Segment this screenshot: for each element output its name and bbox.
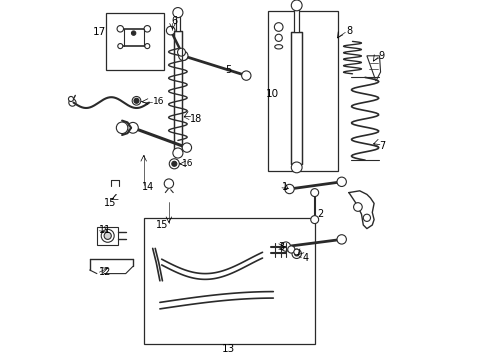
Text: 4: 4 (302, 253, 307, 263)
Circle shape (310, 216, 318, 224)
Circle shape (287, 246, 294, 253)
Circle shape (166, 26, 175, 35)
Circle shape (291, 249, 301, 258)
Circle shape (284, 184, 294, 194)
Circle shape (274, 23, 283, 31)
Circle shape (134, 98, 139, 103)
Circle shape (117, 26, 123, 32)
Text: 10: 10 (265, 89, 278, 99)
Circle shape (68, 96, 73, 102)
Bar (106, 13, 163, 70)
Circle shape (116, 122, 127, 134)
Text: 18: 18 (189, 114, 202, 124)
Circle shape (310, 189, 318, 197)
Text: 6: 6 (171, 16, 178, 26)
Text: 16: 16 (152, 97, 164, 106)
Text: 17: 17 (92, 27, 105, 37)
Circle shape (144, 26, 150, 32)
Circle shape (127, 122, 138, 133)
Circle shape (291, 0, 302, 11)
Text: 2: 2 (317, 209, 323, 219)
Text: 9: 9 (378, 51, 384, 61)
Circle shape (275, 34, 282, 41)
Circle shape (281, 242, 290, 251)
Circle shape (294, 252, 298, 256)
Circle shape (118, 44, 122, 49)
Bar (143, 218, 314, 344)
Circle shape (172, 8, 183, 18)
Text: 5: 5 (224, 65, 230, 75)
Text: 7: 7 (379, 141, 385, 151)
Text: 14: 14 (142, 182, 154, 192)
Text: 3: 3 (278, 242, 284, 252)
Text: 1: 1 (281, 182, 287, 192)
Bar (290, 32, 302, 164)
Bar (174, 31, 182, 151)
Bar (293, 9, 299, 32)
Circle shape (171, 161, 177, 166)
Bar (97, 227, 118, 245)
Text: 11: 11 (99, 225, 111, 235)
Circle shape (172, 148, 183, 158)
Circle shape (336, 177, 346, 186)
Circle shape (104, 232, 111, 239)
Polygon shape (366, 56, 380, 81)
Circle shape (131, 31, 136, 35)
Text: 15: 15 (156, 220, 168, 230)
Text: 13: 13 (221, 344, 234, 354)
Circle shape (241, 71, 250, 80)
Circle shape (293, 249, 299, 255)
Circle shape (178, 51, 187, 60)
Text: 8: 8 (346, 26, 351, 36)
Circle shape (336, 235, 346, 244)
Text: 15: 15 (104, 198, 116, 208)
Circle shape (132, 96, 141, 105)
Circle shape (353, 203, 362, 211)
Circle shape (363, 214, 370, 221)
Circle shape (101, 229, 114, 242)
Circle shape (291, 162, 302, 173)
Circle shape (164, 179, 173, 188)
Bar (176, 16, 179, 31)
Circle shape (169, 159, 179, 169)
Circle shape (69, 99, 76, 106)
Ellipse shape (274, 45, 282, 49)
Circle shape (182, 143, 191, 152)
Circle shape (144, 44, 149, 49)
Circle shape (177, 48, 185, 56)
Text: 16: 16 (181, 159, 193, 168)
Text: 12: 12 (99, 267, 112, 277)
Bar (267, 11, 337, 171)
